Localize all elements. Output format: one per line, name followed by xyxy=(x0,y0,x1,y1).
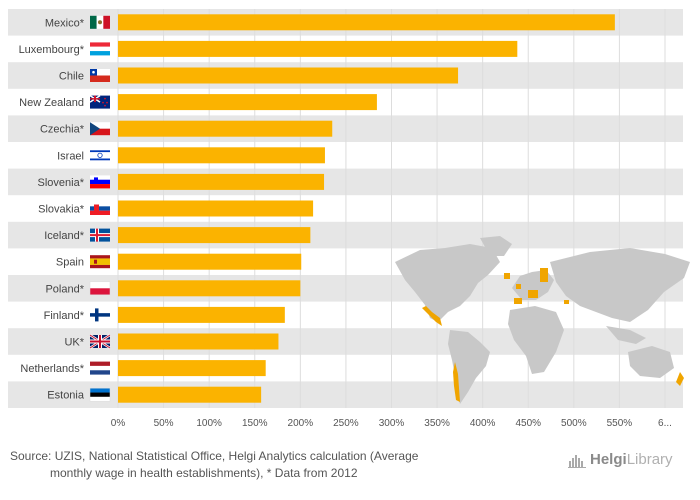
bar xyxy=(118,147,325,164)
bar xyxy=(118,306,285,323)
flags xyxy=(89,15,111,402)
category-label: Israel xyxy=(57,150,84,162)
flag-slovenia-icon xyxy=(90,175,110,189)
bar xyxy=(118,120,333,137)
bar-chart: Mexico* Luxembourg* Chile New Zealand Czechi… xyxy=(8,9,690,429)
x-tick-label: 450% xyxy=(515,418,541,429)
x-axis-ticks: 0% 50% 100% 150% 200% 250% 300% 350% 400% 450% 500… xyxy=(111,418,672,429)
x-tick-label: 550% xyxy=(607,418,633,429)
x-tick-label: 6... xyxy=(658,418,672,429)
bar xyxy=(118,14,615,31)
category-label: Czechia* xyxy=(40,124,85,136)
x-tick-label: 100% xyxy=(196,418,222,429)
category-label: Estonia xyxy=(47,390,85,402)
bar xyxy=(118,333,279,350)
flag-new-zealand-icon xyxy=(89,94,110,109)
category-label: Iceland* xyxy=(44,230,84,242)
flag-spain-icon xyxy=(90,255,110,269)
flag-chile-icon xyxy=(90,69,110,82)
logo-text-library: Library xyxy=(626,451,673,468)
source-note: Source: UZIS, National Statistical Offic… xyxy=(10,448,480,482)
category-labels: Mexico* Luxembourg* Chile New Zealand Czechi… xyxy=(19,17,85,401)
flag-iceland-icon xyxy=(90,228,110,242)
bar xyxy=(118,200,314,217)
bar xyxy=(118,227,311,244)
helgi-library-logo: Helgi Library xyxy=(568,451,673,468)
flag-mexico-icon xyxy=(90,15,110,29)
flag-israel-icon xyxy=(90,148,110,162)
x-tick-label: 500% xyxy=(561,418,587,429)
bar xyxy=(118,253,302,270)
category-label: New Zealand xyxy=(19,97,84,109)
bar xyxy=(118,386,262,403)
category-label: Finland* xyxy=(44,310,85,322)
library-logo-icon xyxy=(568,454,586,468)
x-tick-label: 50% xyxy=(154,418,174,429)
bar xyxy=(118,94,377,111)
flag-finland-icon xyxy=(90,308,110,322)
bar xyxy=(118,67,459,84)
flag-luxembourg-icon xyxy=(90,42,110,56)
flag-estonia-icon xyxy=(89,387,111,402)
category-label: Mexico* xyxy=(45,17,85,29)
category-label: Chile xyxy=(59,71,84,83)
category-label: Slovenia* xyxy=(38,177,85,189)
category-label: Spain xyxy=(56,257,84,269)
x-tick-label: 150% xyxy=(242,418,268,429)
logo-text-helgi: Helgi xyxy=(590,451,627,468)
category-label: UK* xyxy=(64,337,84,349)
x-tick-label: 400% xyxy=(470,418,496,429)
flag-slovakia-icon xyxy=(90,202,110,215)
flag-czechia-icon xyxy=(90,122,110,136)
x-tick-label: 200% xyxy=(288,418,314,429)
x-tick-label: 250% xyxy=(333,418,359,429)
x-tick-label: 350% xyxy=(424,418,450,429)
category-label: Poland* xyxy=(45,283,84,295)
category-label: Luxembourg* xyxy=(19,44,85,56)
source-line-1: Source: UZIS, National Statistical Offic… xyxy=(10,449,419,463)
bars xyxy=(118,14,615,403)
category-label: Netherlands* xyxy=(20,363,84,375)
source-line-2: monthly wage in health establishments), … xyxy=(50,466,358,480)
category-label: Slovakia* xyxy=(38,204,85,216)
bar xyxy=(118,360,266,377)
x-tick-label: 300% xyxy=(379,418,405,429)
flag-uk-icon xyxy=(89,333,111,350)
bar xyxy=(118,173,325,190)
bar xyxy=(118,40,518,57)
world-map-image xyxy=(395,236,690,404)
bar xyxy=(118,280,301,297)
flag-netherlands-icon xyxy=(90,361,110,375)
x-tick-label: 0% xyxy=(111,418,126,429)
flag-poland-icon xyxy=(89,281,111,296)
